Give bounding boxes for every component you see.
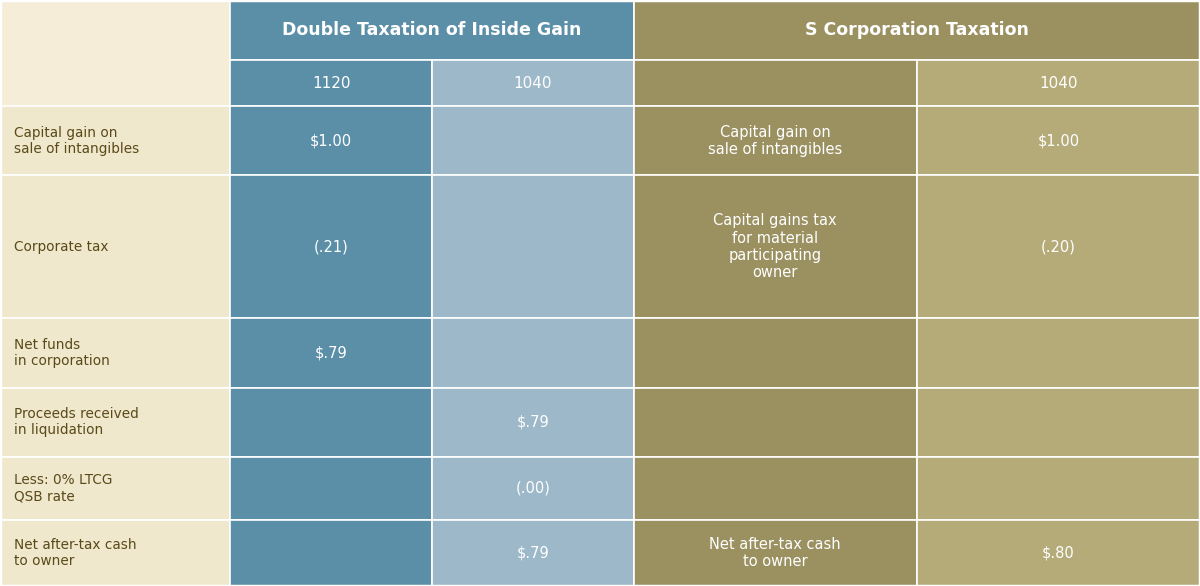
Bar bbox=[432, 387, 634, 457]
Bar bbox=[0, 0, 230, 60]
Bar bbox=[917, 520, 1200, 586]
Bar bbox=[917, 60, 1200, 106]
Bar bbox=[634, 387, 917, 457]
Bar bbox=[230, 106, 432, 175]
Bar bbox=[0, 60, 230, 106]
Bar bbox=[230, 60, 432, 106]
Bar bbox=[0, 457, 230, 520]
Bar bbox=[634, 457, 917, 520]
Text: $.79: $.79 bbox=[516, 415, 550, 430]
Text: Corporate tax: Corporate tax bbox=[14, 240, 109, 254]
Bar bbox=[634, 106, 917, 175]
Bar bbox=[0, 520, 230, 586]
Bar bbox=[432, 318, 634, 387]
Bar bbox=[432, 60, 634, 106]
Bar bbox=[0, 387, 230, 457]
Bar bbox=[230, 387, 432, 457]
Text: Proceeds received
in liquidation: Proceeds received in liquidation bbox=[14, 407, 139, 437]
Bar bbox=[917, 175, 1200, 318]
Bar bbox=[917, 106, 1200, 175]
Bar bbox=[230, 0, 634, 60]
Text: (.20): (.20) bbox=[1040, 239, 1076, 254]
Bar bbox=[432, 457, 634, 520]
Bar bbox=[230, 457, 432, 520]
Bar bbox=[0, 318, 230, 387]
Bar bbox=[230, 318, 432, 387]
Text: Capital gain on
sale of intangibles: Capital gain on sale of intangibles bbox=[14, 125, 139, 156]
Bar bbox=[432, 520, 634, 586]
Bar bbox=[230, 520, 432, 586]
Text: $.80: $.80 bbox=[1042, 546, 1075, 560]
Bar bbox=[230, 175, 432, 318]
Text: Less: 0% LTCG
QSB rate: Less: 0% LTCG QSB rate bbox=[14, 473, 113, 503]
Text: 1040: 1040 bbox=[514, 76, 552, 91]
Text: Net funds
in corporation: Net funds in corporation bbox=[14, 338, 110, 368]
Text: $1.00: $1.00 bbox=[310, 133, 353, 148]
Bar bbox=[917, 387, 1200, 457]
Text: Double Taxation of Inside Gain: Double Taxation of Inside Gain bbox=[282, 21, 582, 39]
Bar bbox=[0, 106, 230, 175]
Text: $.79: $.79 bbox=[314, 346, 348, 360]
Text: Net after-tax cash
to owner: Net after-tax cash to owner bbox=[709, 537, 841, 569]
Text: $.79: $.79 bbox=[516, 546, 550, 560]
Text: Capital gain on
sale of intangibles: Capital gain on sale of intangibles bbox=[708, 125, 842, 157]
Bar bbox=[0, 175, 230, 318]
Text: 1120: 1120 bbox=[312, 76, 350, 91]
Text: Capital gains tax
for material
participating
owner: Capital gains tax for material participa… bbox=[713, 213, 838, 281]
Bar bbox=[917, 318, 1200, 387]
Text: (.00): (.00) bbox=[515, 481, 551, 496]
Bar bbox=[634, 60, 917, 106]
Bar bbox=[634, 520, 917, 586]
Text: 1040: 1040 bbox=[1039, 76, 1078, 91]
Bar bbox=[634, 318, 917, 387]
Text: S Corporation Taxation: S Corporation Taxation bbox=[805, 21, 1028, 39]
Text: (.21): (.21) bbox=[314, 239, 348, 254]
Bar bbox=[634, 175, 917, 318]
Bar bbox=[634, 0, 1200, 60]
Text: $1.00: $1.00 bbox=[1037, 133, 1080, 148]
Bar bbox=[917, 457, 1200, 520]
Bar bbox=[432, 175, 634, 318]
Bar bbox=[432, 106, 634, 175]
Text: Net after-tax cash
to owner: Net after-tax cash to owner bbox=[14, 538, 137, 568]
